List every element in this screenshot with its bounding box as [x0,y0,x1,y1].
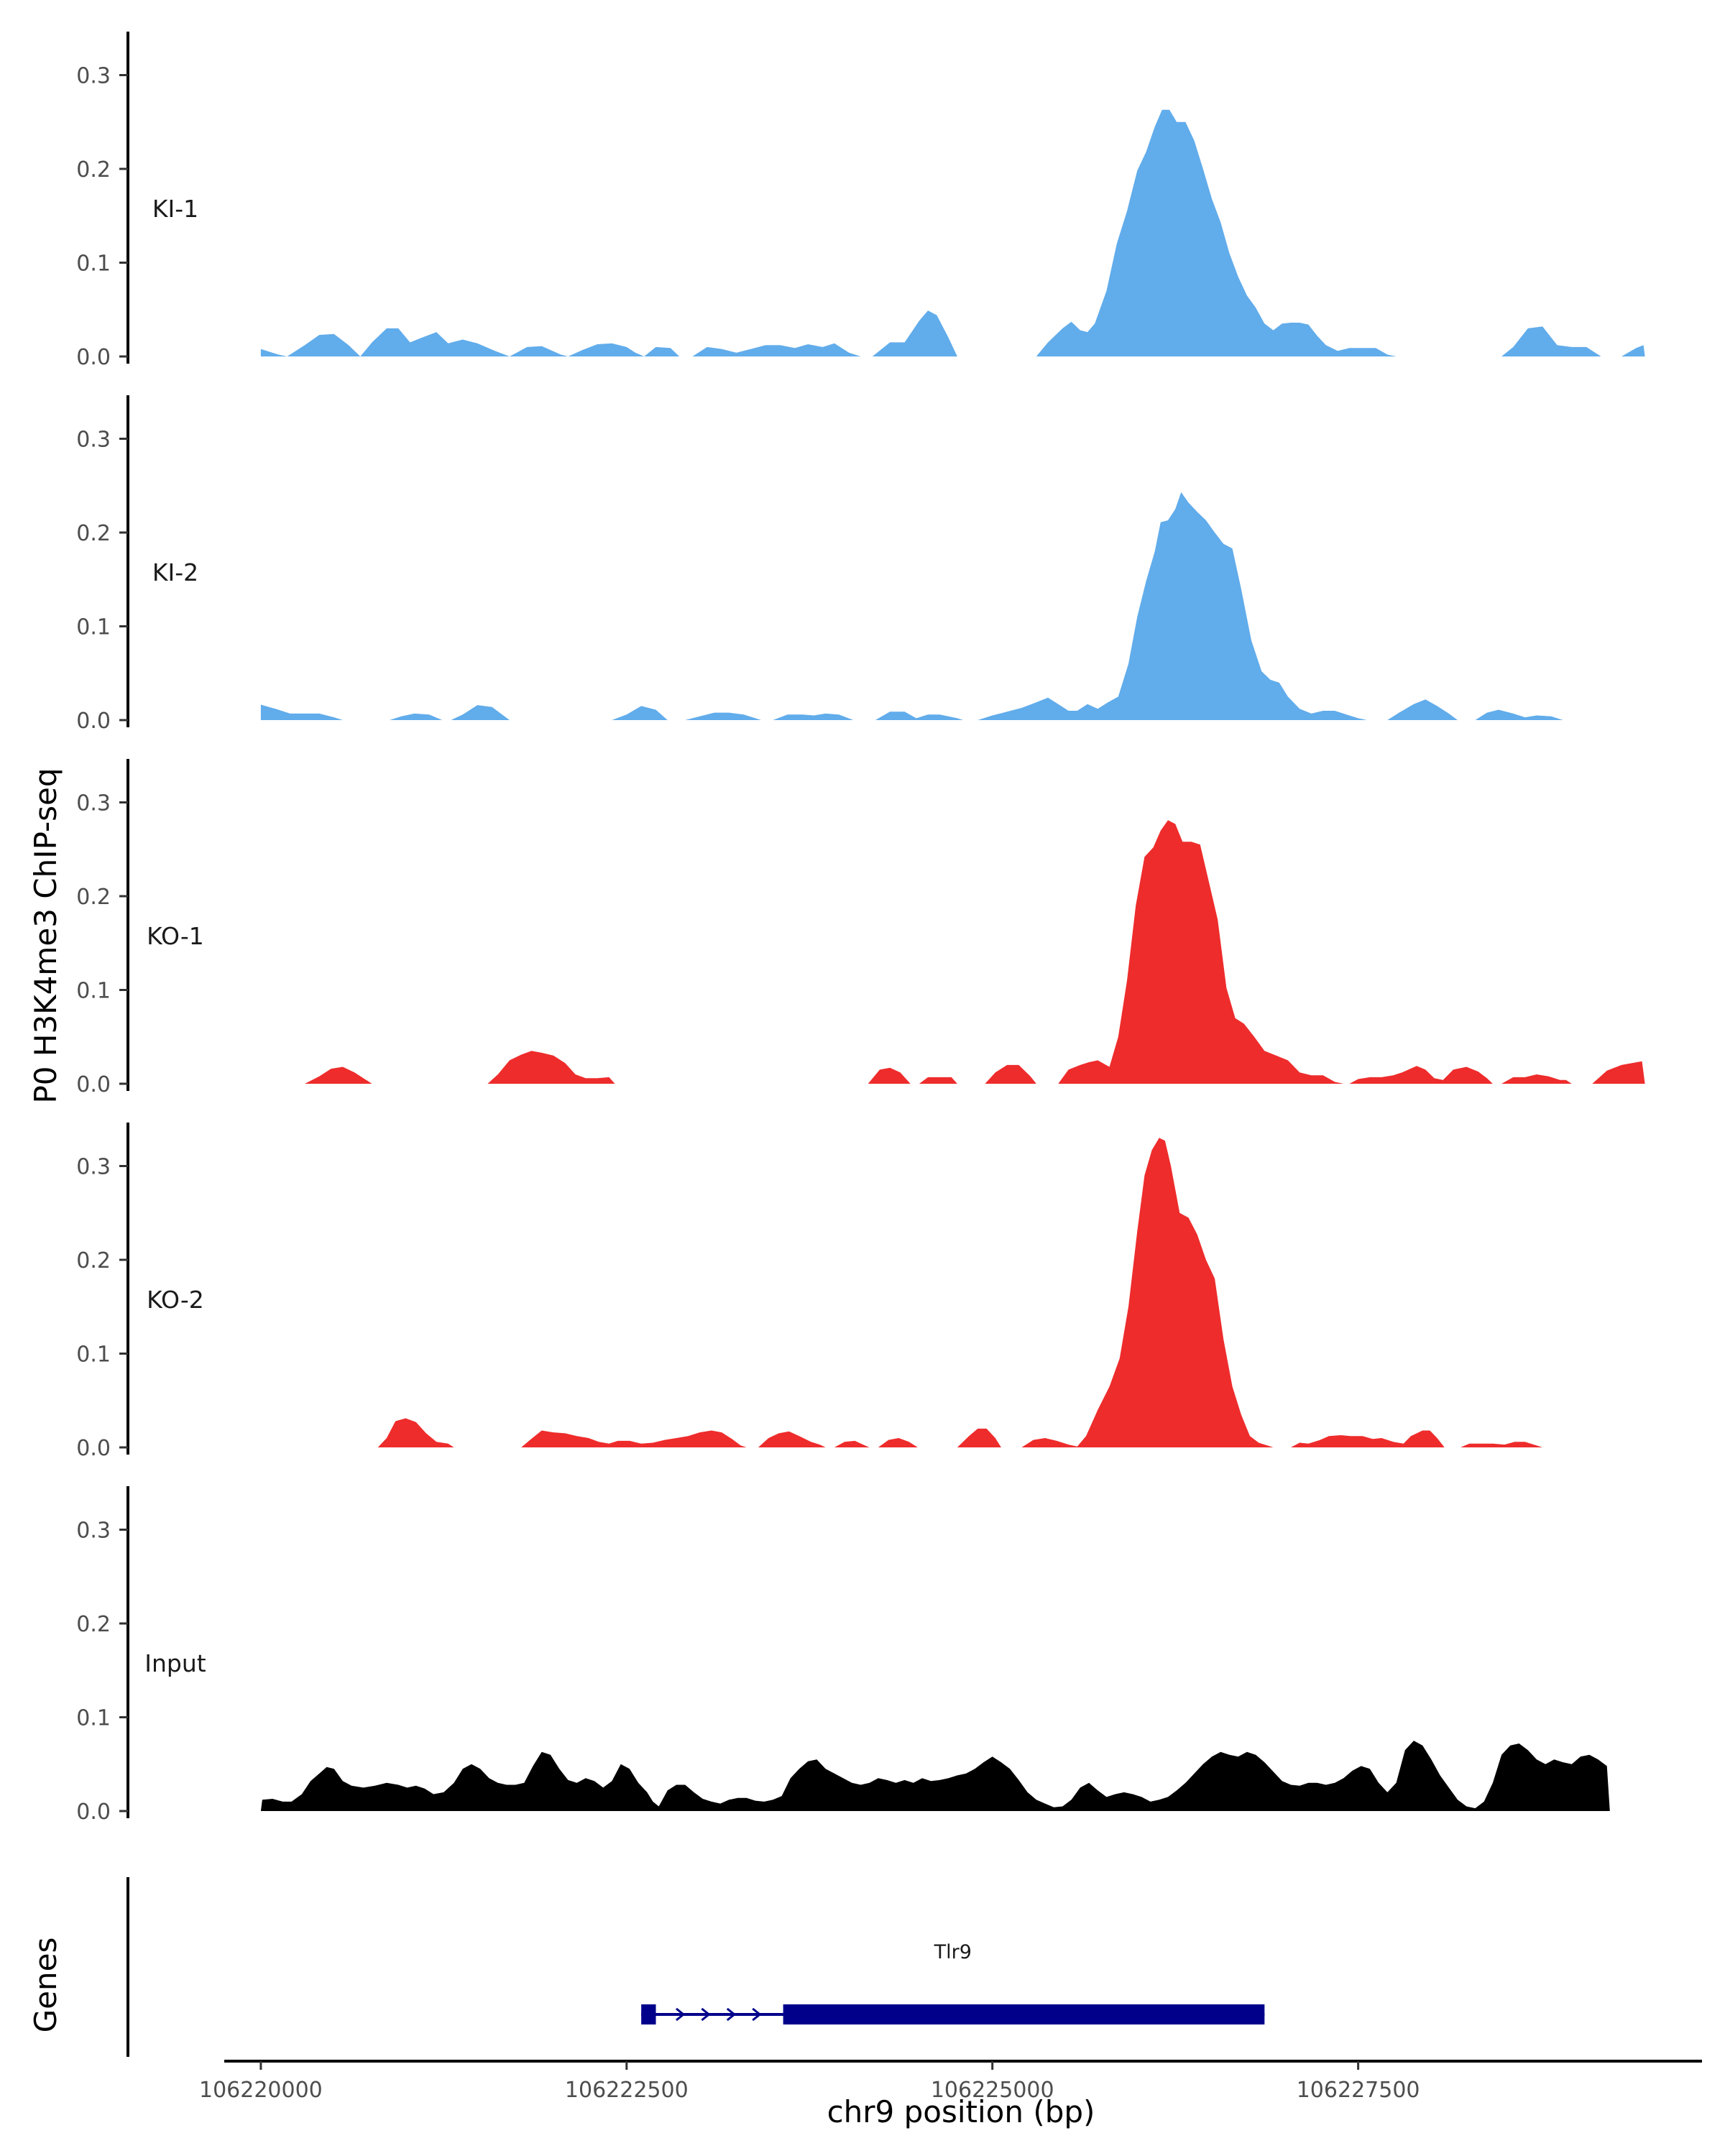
coverage-area-ki-2 [260,492,1563,720]
coverage-area-input [260,1741,1610,1811]
track-ki-2-panel: 0.0 0.1 0.2 0.3 KI-2 [76,395,1563,734]
track-label-input: Input [144,1649,206,1677]
track-ko-1-panel: 0.0 0.1 0.2 0.3 KO-1 [76,759,1645,1097]
y-tick-label: 0.1 [76,979,111,1004]
coverage-area-ki-1 [260,109,1645,357]
y-tick-label: 0.1 [76,615,111,640]
y-tick-label: 0.0 [76,709,111,734]
y-tick-label: 0.2 [76,1612,111,1637]
strand-arrow [726,2007,737,2022]
track-ko-2-panel: 0.0 0.1 0.2 0.3 KO-2 [76,1123,1543,1461]
x-tick-label: 106225000 [931,2078,1054,2103]
track-input-panel: 0.0 0.1 0.2 0.3 Input [76,1486,1610,1825]
y-tick-label: 0.0 [76,1800,111,1825]
y-axis-title: P0 H3K4me3 ChIP-seq [28,768,63,1103]
genes-track: Tlr9 [126,1877,1265,2057]
y-tick-label: 0.0 [76,345,111,370]
coverage-area-ko-1 [305,820,1645,1084]
y-tick-label: 0.3 [76,791,111,816]
genes-track-title: Genes [28,1938,63,2033]
gene-label-tlr9: Tlr9 [934,1941,972,1963]
x-axis-title: chr9 position (bp) [827,2094,1095,2129]
track-label-ko-1: KO-1 [147,922,204,950]
y-tick-label: 0.1 [76,1342,111,1368]
x-tick-label: 106227500 [1297,2078,1420,2103]
y-tick-label: 0.3 [76,1519,111,1544]
y-tick-label: 0.2 [76,1248,111,1273]
coverage-area-ko-2 [377,1138,1543,1447]
strand-arrow [752,2007,762,2022]
y-tick-label: 0.3 [76,64,111,89]
y-tick-label: 0.2 [76,885,111,910]
x-axis: 106220000 106222500 106225000 106227500 [199,2060,1702,2103]
coverage-tracks: 0.00.10.20.3KI-10.00.10.20.3KI-20.00.10.… [76,32,1645,1825]
track-label-ki-2: KI-2 [152,558,198,586]
x-tick-label: 106222500 [565,2078,689,2103]
y-tick-label: 0.0 [76,1436,111,1461]
strand-arrow [701,2007,711,2022]
track-label-ko-2: KO-2 [147,1286,204,1314]
y-tick-label: 0.1 [76,252,111,277]
y-tick-label: 0.3 [76,1155,111,1180]
y-tick-label: 0.3 [76,428,111,453]
y-tick-label: 0.2 [76,157,111,183]
track-label-ki-1: KI-1 [152,195,198,223]
strand-arrow [675,2007,686,2022]
track-ki-1-panel: 0.0 0.1 0.2 0.3 KI-1 [76,32,1645,370]
x-tick-label: 106220000 [199,2078,323,2103]
gene-exon [783,2004,1265,2024]
y-tick-label: 0.1 [76,1706,111,1731]
y-tick-label: 0.2 [76,521,111,546]
gene-exon [641,2004,656,2024]
y-tick-label: 0.0 [76,1072,111,1097]
